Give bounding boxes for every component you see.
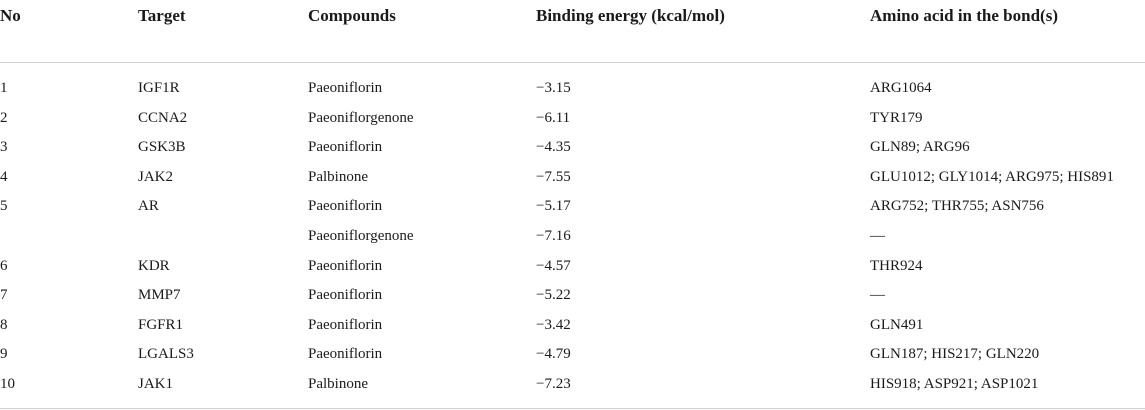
table-cell: −4.35 [536,139,571,156]
table-cell: — [870,287,885,304]
table-cell: Paeoniflorgenone [308,109,414,126]
table-cell: 10 [0,376,15,392]
table-cell: Paeoniflorgenone [308,228,414,244]
table-cell: GLN187; HIS217; GLN220 [870,346,1040,363]
column-header: No [0,6,21,25]
table-cell: Paeoniflorin [308,316,383,333]
table-cell: −4.57 [536,257,571,274]
table-cell: TYR179 [870,109,923,126]
table-cell: −3.42 [536,316,571,333]
table-cell: GSK3B [138,139,186,156]
table-cell: −7.55 [536,168,571,185]
table-cell: ARG752; THR755; ASN756 [870,198,1044,215]
table-cell: HIS918; ASP921; ASP1021 [870,376,1039,392]
table-cell: −3.15 [536,80,571,96]
table-cell: GLN89; ARG96 [870,139,970,156]
table-cell: 3 [0,139,8,156]
table-cell: MMP7 [138,287,181,304]
table-cell: 6 [0,257,8,274]
table-cell: −5.17 [536,198,571,215]
table-cell: −4.79 [536,346,571,363]
table-cell: Paeoniflorin [308,287,383,304]
header-rule [0,62,1145,63]
table-cell: Paeoniflorin [308,257,383,274]
table-cell: AR [138,198,159,215]
table-cell: FGFR1 [138,316,184,333]
table-cell: JAK1 [138,376,174,392]
column-header: Amino acid in the bond(s) [870,6,1058,25]
table-cell: — [870,228,885,244]
column-header: Binding energy (kcal/mol) [536,6,725,25]
table-cell: 5 [0,198,8,215]
table-cell: GLN491 [870,316,924,333]
table-cell: 7 [0,287,8,304]
table-cell: −7.16 [536,228,571,244]
bottom-rule [0,408,1145,409]
table-cell: Paeoniflorin [308,198,383,215]
table-cell: 8 [0,316,8,333]
table-cell: IGF1R [138,80,180,96]
table-cell: −7.23 [536,376,571,392]
table-cell: −5.22 [536,287,571,304]
table-cell: KDR [138,257,170,274]
table-cell: Paeoniflorin [308,139,383,156]
table-cell: 4 [0,168,8,185]
table-cell: THR924 [870,257,923,274]
table-cell: LGALS3 [138,346,194,363]
table-cell: 1 [0,80,8,96]
table-cell: JAK2 [138,168,174,185]
table-cell: CCNA2 [138,109,188,126]
table-cell: 9 [0,346,8,363]
table-cell: ARG1064 [870,80,932,96]
table-cell: −6.11 [536,109,571,126]
column-header: Compounds [308,6,396,25]
table-cell: Paeoniflorin [308,346,383,363]
table-cell: 2 [0,109,8,126]
column-header: Target [138,6,186,25]
table-cell: Paeoniflorin [308,80,383,96]
table-cell: GLU1012; GLY1014; ARG975; HIS891 [870,168,1114,185]
table-cell: Palbinone [308,168,368,185]
table-cell: Palbinone [308,376,368,392]
